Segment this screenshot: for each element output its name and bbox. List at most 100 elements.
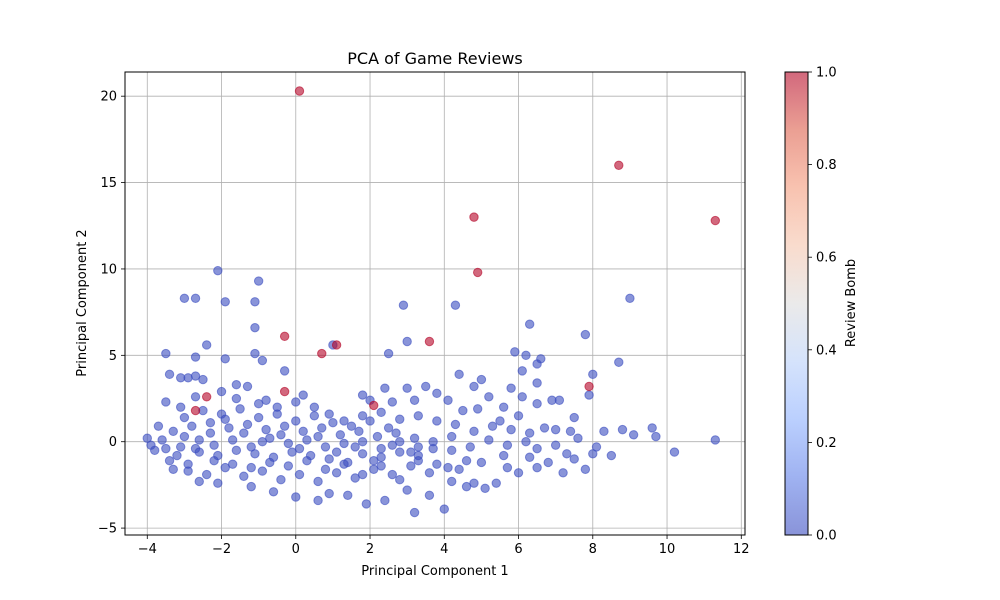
- normal-review-point: [168, 426, 178, 437]
- normal-review-point: [239, 471, 249, 481]
- normal-review-point: [357, 469, 368, 480]
- normal-review-point: [383, 423, 394, 433]
- normal-review-point: [175, 442, 186, 452]
- normal-review-point: [517, 392, 527, 402]
- normal-review-point: [190, 392, 201, 402]
- y-tick-label: 10: [100, 262, 117, 277]
- normal-review-point: [164, 456, 175, 466]
- normal-review-point: [231, 393, 242, 404]
- normal-review-point: [253, 412, 264, 423]
- normal-review-point: [510, 347, 520, 357]
- normal-review-point: [161, 443, 171, 454]
- normal-review-point: [710, 435, 720, 445]
- normal-review-point: [447, 445, 457, 456]
- normal-review-point: [261, 424, 271, 435]
- normal-review-point: [291, 397, 301, 407]
- normal-review-point: [487, 421, 498, 431]
- normal-review-point: [250, 322, 260, 333]
- normal-review-point: [469, 426, 479, 437]
- review-bomb-point: [190, 405, 201, 416]
- normal-review-point: [246, 462, 256, 473]
- normal-review-point: [402, 485, 412, 495]
- normal-review-point: [402, 383, 412, 393]
- normal-review-point: [458, 405, 468, 416]
- normal-review-point: [480, 483, 490, 494]
- normal-review-point: [432, 388, 442, 399]
- colorbar-tick-label: 0.2: [816, 436, 837, 451]
- normal-review-point: [343, 490, 353, 500]
- normal-review-point: [383, 348, 394, 359]
- normal-review-point: [291, 492, 301, 502]
- normal-review-point: [543, 457, 553, 468]
- x-axis-ticks: −4 −2 0 2 4 6 8 10 12: [138, 535, 750, 557]
- normal-review-point: [190, 293, 201, 304]
- normal-review-point: [261, 395, 271, 405]
- normal-review-point: [257, 355, 268, 366]
- normal-review-point: [524, 452, 535, 462]
- normal-review-point: [491, 478, 501, 488]
- normal-review-point: [424, 468, 435, 478]
- normal-review-point: [194, 435, 204, 445]
- normal-review-point: [387, 469, 398, 480]
- normal-review-point: [524, 428, 535, 438]
- normal-review-point: [302, 435, 312, 445]
- colorbar-tick-label: 0.6: [816, 251, 837, 266]
- review-bomb-point: [472, 267, 483, 278]
- review-bomb-point: [424, 336, 435, 347]
- scatter-points: [142, 86, 720, 518]
- normal-review-point: [231, 445, 242, 456]
- review-bomb-point: [279, 331, 290, 342]
- normal-review-point: [276, 475, 286, 485]
- colorbar-tick-label: 0.0: [816, 529, 837, 544]
- normal-review-point: [395, 447, 405, 457]
- review-bomb-point: [469, 212, 479, 222]
- normal-review-point: [179, 412, 190, 423]
- normal-review-point: [283, 438, 294, 449]
- normal-review-point: [350, 473, 360, 483]
- normal-review-point: [339, 438, 349, 449]
- normal-review-point: [447, 431, 457, 442]
- normal-review-point: [294, 469, 305, 480]
- normal-review-point: [291, 416, 301, 426]
- normal-review-point: [183, 459, 193, 469]
- normal-review-point: [409, 507, 420, 518]
- normal-review-point: [428, 437, 438, 447]
- colorbar-tick-label: 0.4: [816, 343, 837, 358]
- normal-review-point: [580, 329, 591, 340]
- normal-review-point: [187, 421, 197, 431]
- normal-review-point: [591, 442, 602, 452]
- normal-review-point: [495, 416, 505, 426]
- normal-review-point: [253, 276, 264, 286]
- normal-review-point: [313, 495, 323, 506]
- normal-review-point: [421, 381, 431, 392]
- normal-review-point: [402, 336, 412, 347]
- normal-review-point: [361, 499, 372, 509]
- normal-review-point: [317, 423, 327, 433]
- normal-review-point: [324, 488, 334, 499]
- normal-review-point: [647, 423, 657, 433]
- normal-review-point: [498, 402, 509, 412]
- normal-review-point: [554, 395, 565, 405]
- normal-review-point: [562, 449, 572, 459]
- chart-title: PCA of Game Reviews: [347, 49, 523, 68]
- y-tick-label: −5: [98, 522, 117, 537]
- normal-review-point: [253, 399, 264, 409]
- normal-review-point: [339, 459, 349, 469]
- normal-review-point: [536, 354, 546, 364]
- normal-review-point: [558, 468, 568, 478]
- normal-review-point: [190, 371, 201, 381]
- normal-review-point: [294, 443, 305, 454]
- plot-frame: [124, 71, 746, 536]
- normal-review-point: [506, 424, 516, 435]
- normal-review-point: [194, 476, 204, 487]
- review-bomb-point: [279, 386, 290, 397]
- normal-review-point: [335, 430, 346, 440]
- colorbar-ticks: 0.0 0.2 0.4 0.6 0.8 1.0: [808, 66, 837, 544]
- normal-review-point: [517, 366, 527, 376]
- normal-review-point: [231, 379, 242, 390]
- normal-review-point: [580, 464, 591, 475]
- normal-review-point: [413, 456, 423, 466]
- normal-review-point: [469, 478, 479, 488]
- normal-review-point: [265, 457, 275, 468]
- normal-review-point: [276, 430, 286, 440]
